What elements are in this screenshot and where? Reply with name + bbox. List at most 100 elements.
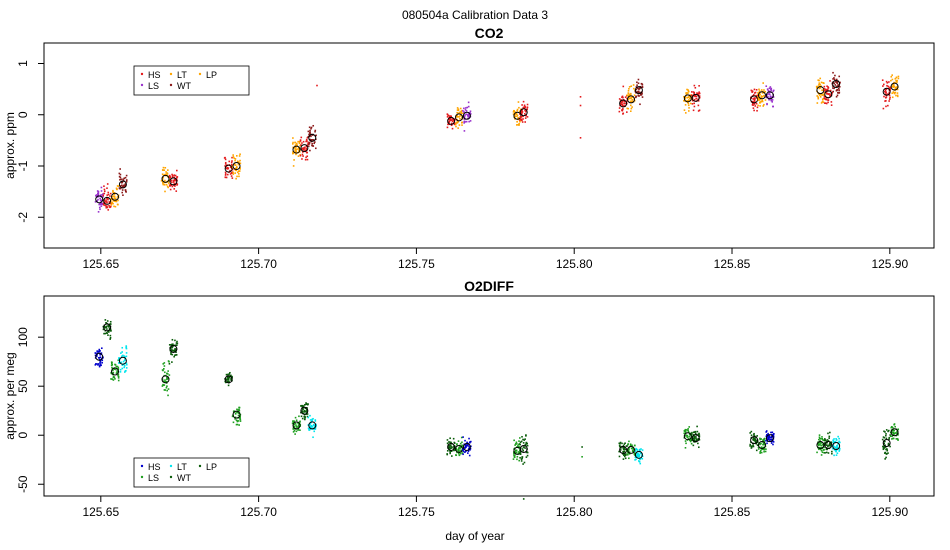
data-point xyxy=(514,115,517,118)
data-point xyxy=(304,409,306,412)
data-point xyxy=(636,455,639,458)
data-point xyxy=(698,435,701,438)
data-point xyxy=(896,88,899,91)
x-tick-label: 125.75 xyxy=(398,257,435,271)
x-tick-label: 125.85 xyxy=(714,505,751,519)
y-tick-label: -2 xyxy=(16,212,30,223)
y-axis-label: approx. per meg xyxy=(3,352,17,439)
data-point xyxy=(520,110,523,112)
data-point xyxy=(460,436,463,439)
data-point xyxy=(237,163,240,166)
data-point xyxy=(693,84,696,87)
mean-marker xyxy=(300,406,309,415)
data-point xyxy=(448,448,451,451)
data-point xyxy=(623,447,625,449)
data-point xyxy=(897,75,900,78)
data-point xyxy=(448,445,450,447)
data-point xyxy=(448,441,450,443)
data-point xyxy=(817,444,820,447)
data-point xyxy=(109,334,112,337)
data-point xyxy=(633,453,636,456)
data-point xyxy=(764,90,767,93)
x-tick-label: 125.90 xyxy=(871,257,908,271)
data-point xyxy=(692,444,695,447)
data-point xyxy=(239,415,241,418)
data-point xyxy=(817,442,820,445)
legend-marker xyxy=(198,72,202,76)
data-point xyxy=(817,443,820,446)
data-point xyxy=(819,446,822,449)
data-point xyxy=(453,122,456,125)
data-point xyxy=(300,415,303,418)
data-point xyxy=(894,432,897,434)
mean-marker xyxy=(169,344,178,353)
data-point xyxy=(229,173,232,175)
data-point xyxy=(95,352,97,355)
data-point xyxy=(881,79,884,81)
data-point xyxy=(124,359,126,361)
data-point xyxy=(224,171,227,174)
data-point xyxy=(107,197,109,200)
data-point xyxy=(890,425,893,428)
data-point xyxy=(826,89,828,91)
data-point xyxy=(232,421,235,424)
data-point xyxy=(517,101,520,103)
data-point xyxy=(176,184,178,186)
data-point xyxy=(96,353,98,356)
data-point xyxy=(524,438,526,440)
data-point xyxy=(833,438,835,440)
data-point xyxy=(750,430,753,433)
data-point xyxy=(832,446,835,449)
data-point xyxy=(628,453,631,455)
data-point xyxy=(824,438,826,440)
data-point xyxy=(756,94,759,97)
data-point xyxy=(525,435,527,437)
data-point xyxy=(230,379,232,381)
data-point xyxy=(513,109,515,112)
data-point xyxy=(105,325,108,328)
data-point xyxy=(119,185,122,187)
data-point xyxy=(452,118,455,121)
data-point xyxy=(752,439,754,441)
data-point xyxy=(891,438,893,440)
data-point xyxy=(176,169,178,172)
data-point xyxy=(114,364,117,366)
data-point xyxy=(461,116,463,119)
data-point xyxy=(295,146,297,149)
legend-label: LP xyxy=(206,462,217,472)
data-point xyxy=(629,110,632,113)
data-point xyxy=(450,115,453,118)
mean-marker xyxy=(292,145,301,154)
data-point xyxy=(463,122,465,124)
data-point xyxy=(628,86,631,88)
data-point xyxy=(626,107,629,110)
mean-marker xyxy=(103,323,112,332)
data-point xyxy=(460,111,462,113)
x-tick-label: 125.90 xyxy=(871,505,908,519)
data-point xyxy=(834,449,837,452)
data-point xyxy=(684,430,687,433)
data-point xyxy=(634,459,636,461)
data-point xyxy=(770,88,772,91)
data-point xyxy=(690,94,693,97)
data-point xyxy=(514,449,517,452)
data-point xyxy=(306,158,309,161)
data-point xyxy=(837,91,839,94)
data-point xyxy=(886,82,889,84)
data-point xyxy=(771,431,774,434)
data-point xyxy=(768,98,770,101)
data-point xyxy=(683,432,686,435)
data-point xyxy=(895,76,898,79)
data-point xyxy=(122,184,125,187)
data-point xyxy=(161,181,164,184)
data-point xyxy=(295,424,297,427)
data-point xyxy=(232,171,234,174)
data-point xyxy=(627,98,630,101)
data-point xyxy=(174,349,177,352)
data-point xyxy=(833,87,835,90)
data-point xyxy=(623,448,626,450)
data-point xyxy=(627,96,630,99)
data-point xyxy=(174,179,177,181)
mean-marker xyxy=(691,434,700,443)
data-point xyxy=(225,167,228,170)
